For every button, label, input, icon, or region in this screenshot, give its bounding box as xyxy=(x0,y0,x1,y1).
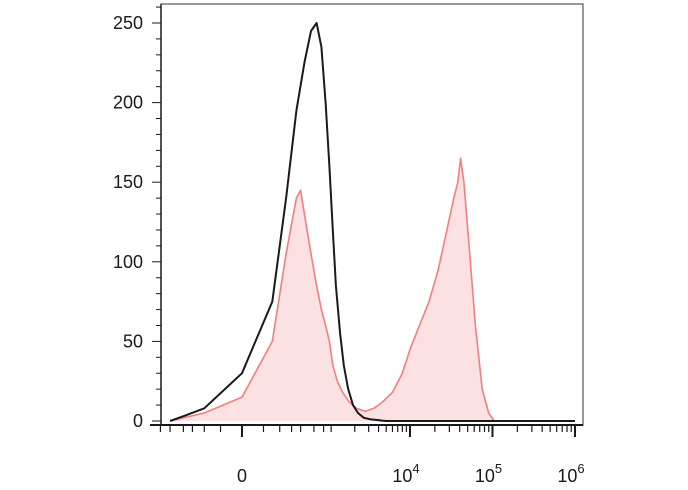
series-line-1 xyxy=(169,22,575,422)
y-tick-label: 100 xyxy=(113,252,143,272)
y-tick-label: 50 xyxy=(123,331,143,351)
series-line-0 xyxy=(169,157,575,422)
plot-frame xyxy=(160,3,584,426)
x-tick-label: 0 xyxy=(237,466,247,486)
x-tick-label: 104 xyxy=(392,461,419,486)
x-tick-label: 106 xyxy=(557,461,584,486)
y-axis: 0 50 100 150 200 250 xyxy=(113,6,161,431)
x-tick-label: 105 xyxy=(475,461,502,486)
x-axis: 0 104 105 106 xyxy=(159,425,585,486)
y-tick-label: 200 xyxy=(113,93,143,113)
series-area-0 xyxy=(170,158,575,422)
y-tick-label: 250 xyxy=(113,13,143,33)
series-layer xyxy=(169,22,575,422)
y-tick-label: 0 xyxy=(133,411,143,431)
y-tick-label: 150 xyxy=(113,172,143,192)
